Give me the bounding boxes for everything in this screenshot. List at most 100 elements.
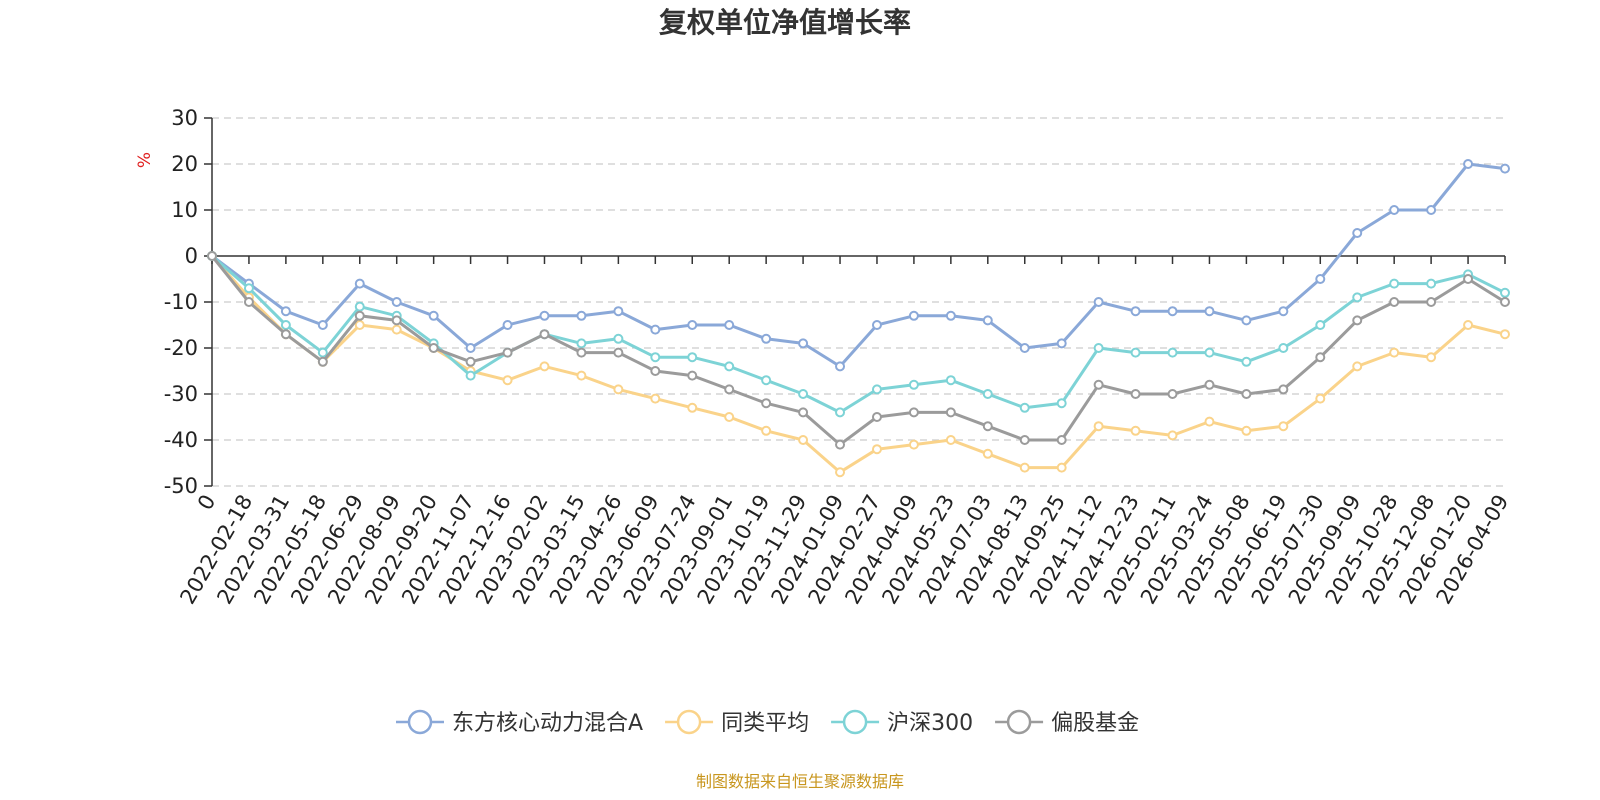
data-point [280, 306, 291, 317]
data-point [391, 324, 402, 335]
data-point [1241, 389, 1252, 399]
data-point [502, 320, 513, 330]
data-point [1204, 306, 1215, 317]
data-point [1426, 205, 1437, 215]
legend-swatch-marker [676, 709, 702, 735]
data-point [1278, 306, 1289, 317]
data-point [1241, 315, 1252, 326]
data-point [1056, 435, 1067, 445]
y-tick-label: 10 [171, 198, 198, 222]
data-point [1278, 343, 1289, 353]
data-point [1463, 320, 1474, 330]
data-point [1130, 425, 1141, 436]
data-point [835, 361, 846, 372]
data-point [871, 320, 882, 330]
data-point [1130, 306, 1141, 317]
data-point [945, 435, 956, 445]
data-point [1315, 320, 1326, 330]
data-point [835, 467, 846, 478]
data-point [1500, 329, 1510, 340]
data-point [539, 329, 550, 340]
data-point [1500, 287, 1510, 298]
data-point [354, 278, 365, 289]
data-point [761, 375, 772, 386]
data-point [317, 347, 328, 358]
data-point [1278, 421, 1289, 432]
legend-swatch-marker [842, 709, 868, 735]
y-tick-label: 0 [185, 244, 198, 268]
data-point [576, 370, 587, 381]
data-point [1500, 163, 1510, 174]
data-point [1389, 297, 1400, 307]
data-point [1056, 462, 1067, 473]
data-point [391, 297, 402, 307]
data-point [576, 347, 587, 358]
x-tick-label: 0 [193, 491, 220, 515]
data-point [724, 412, 735, 422]
data-point [1056, 338, 1067, 349]
data-point [613, 384, 624, 395]
data-point [798, 389, 809, 399]
data-point [1500, 297, 1510, 307]
data-point [613, 333, 624, 344]
data-point [1019, 462, 1030, 473]
data-point [650, 352, 661, 363]
data-point [280, 320, 291, 330]
data-point [1389, 278, 1400, 289]
data-point [1241, 425, 1252, 436]
data-point [317, 320, 328, 330]
data-point [945, 310, 956, 321]
series-line [211, 162, 1506, 368]
data-point [317, 356, 328, 367]
y-tick-label: 30 [171, 106, 198, 130]
data-point [761, 333, 772, 344]
data-point [687, 402, 698, 413]
data-point [1389, 205, 1400, 215]
data-point [1426, 297, 1437, 307]
data-point [428, 310, 439, 321]
legend-item-4[interactable]: 偏股基金 [995, 709, 1139, 736]
data-point [576, 310, 587, 321]
data-point [354, 301, 365, 312]
data-point [982, 421, 993, 432]
data-point [1278, 384, 1289, 395]
data-point [1204, 347, 1215, 358]
data-point [428, 343, 439, 353]
data-point [1130, 347, 1141, 358]
data-point [835, 439, 846, 450]
data-point [1204, 416, 1215, 427]
data-point [465, 343, 476, 353]
data-source-note: 制图数据来自恒生聚源数据库 [696, 772, 904, 791]
series-3 [207, 251, 1510, 418]
legend-item-1[interactable]: 东方核心动力混合A [396, 709, 643, 736]
data-point [724, 384, 735, 395]
data-point [650, 393, 661, 404]
data-point [687, 352, 698, 363]
data-point [871, 384, 882, 395]
data-point [1093, 421, 1104, 432]
legend[interactable]: 东方核心动力混合A 同类平均 沪深300 偏股基金 [396, 709, 1139, 736]
data-point [908, 310, 919, 321]
y-tick-label: -40 [164, 428, 198, 452]
y-tick-label: -30 [164, 382, 198, 406]
data-point [1204, 379, 1215, 390]
data-point [243, 283, 254, 294]
axes: -50-40-30-20-10010203002022-02-182022-03… [164, 106, 1514, 608]
data-point [1352, 315, 1363, 326]
data-point [798, 338, 809, 349]
data-point [724, 361, 735, 372]
series-1 [207, 159, 1510, 372]
data-point [354, 320, 365, 330]
data-point [761, 398, 772, 409]
data-point [1167, 306, 1178, 317]
series-lines [207, 159, 1510, 478]
chart-title: 复权单位净值增长率 [659, 6, 911, 39]
legend-swatch-marker [407, 709, 433, 735]
y-axis-unit: % [135, 152, 155, 168]
legend-item-2[interactable]: 同类平均 [665, 709, 809, 736]
y-tick-label: -10 [164, 290, 198, 314]
data-point [945, 407, 956, 418]
legend-item-3[interactable]: 沪深300 [831, 709, 973, 736]
